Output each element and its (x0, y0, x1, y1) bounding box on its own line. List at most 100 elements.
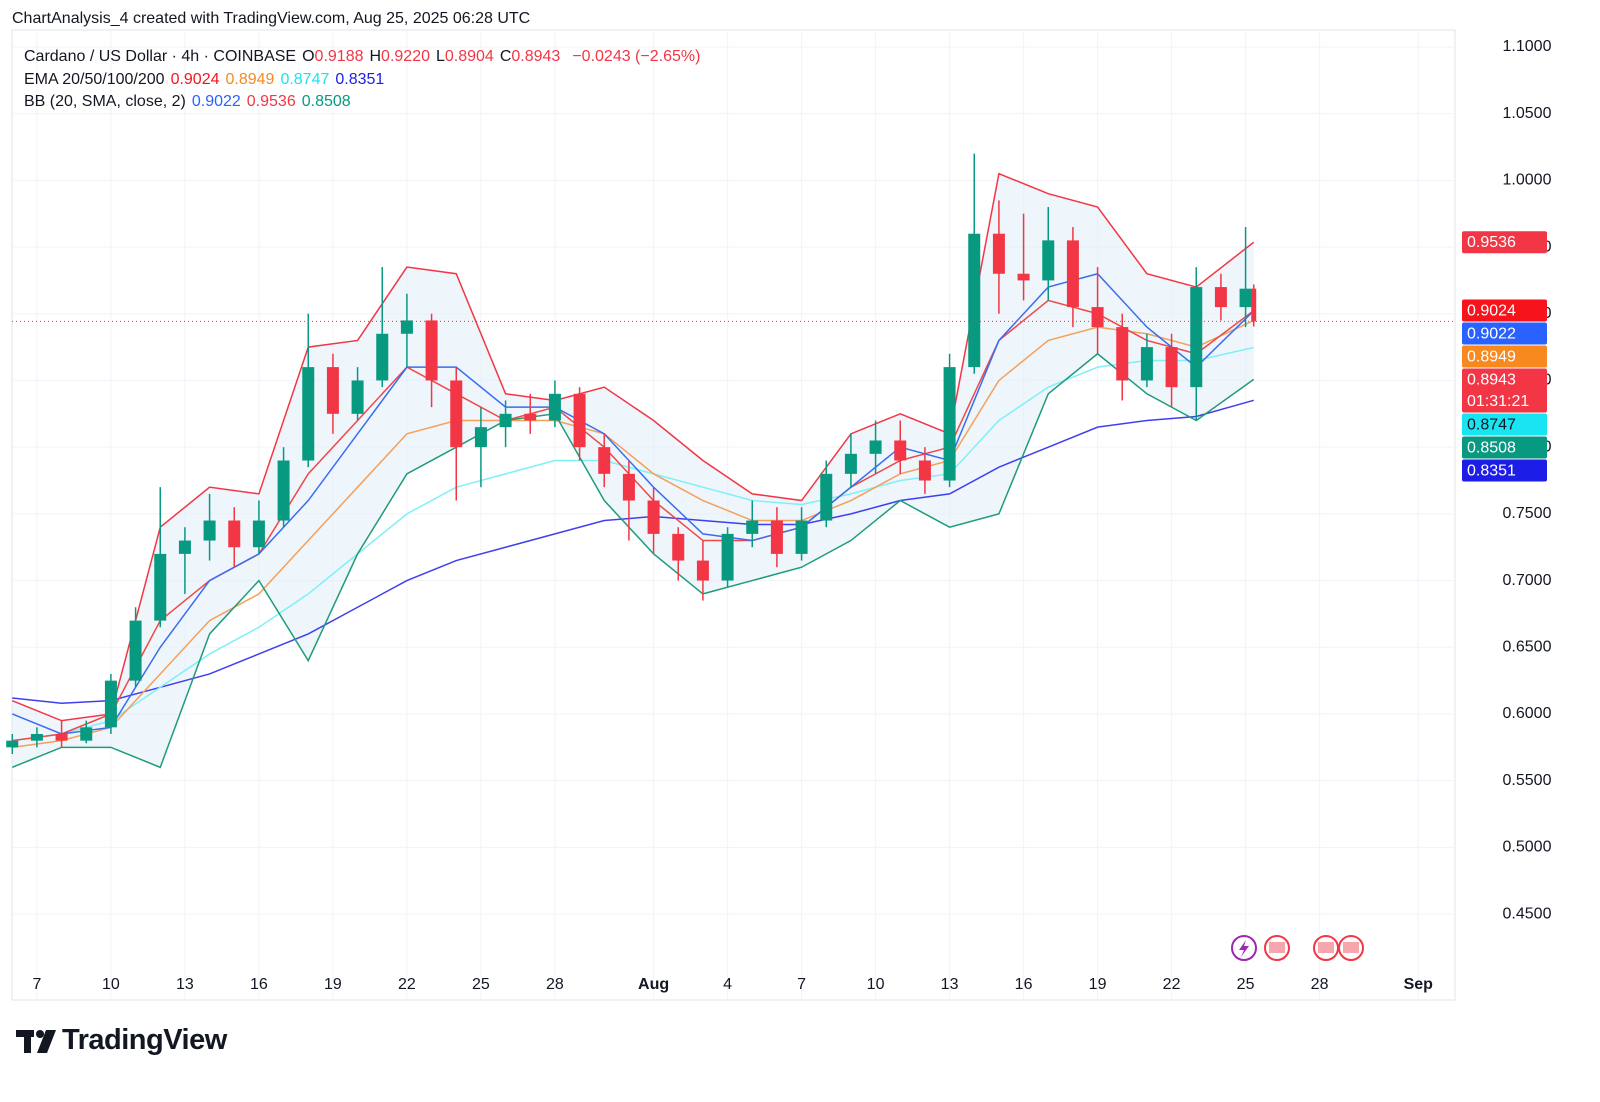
event-flag (1269, 942, 1285, 953)
x-tick-label: Aug (638, 976, 669, 993)
ema-value: 0.8351 (335, 70, 385, 88)
x-tick-label: 19 (1089, 976, 1107, 993)
bb-value: 0.9536 (246, 93, 296, 110)
candle-body (918, 460, 931, 481)
candle-body (795, 520, 808, 554)
x-tick-label: 10 (102, 976, 120, 993)
ohlc-value: 0.8904 (444, 48, 494, 65)
logo-mark (16, 1030, 56, 1053)
x-tick-label: 28 (1311, 976, 1329, 993)
y-tick-label: 1.0000 (1503, 172, 1552, 189)
x-tick-label: 25 (472, 976, 490, 993)
x-tick-label: 25 (1237, 976, 1255, 993)
candle-body (647, 500, 660, 534)
ohlc-key: C (499, 48, 512, 65)
x-tick-label: 10 (867, 976, 885, 993)
indicator-line (11, 172, 1255, 722)
ohlc-key: O (302, 48, 315, 65)
candle-body (376, 333, 389, 381)
candle-body (203, 520, 216, 541)
ema-value: 0.9024 (170, 70, 220, 88)
price-tag (1462, 231, 1547, 254)
x-tick-label: 16 (1015, 976, 1033, 993)
price-tag (1462, 459, 1547, 482)
change: −0.0243 (−2.65%) (572, 48, 701, 65)
candle-body (548, 393, 561, 421)
price-tag-label: 0.9536 (1467, 234, 1516, 251)
y-tick-label: 0.5500 (1503, 772, 1552, 789)
candle-body (622, 473, 635, 501)
bb-band (12, 173, 1254, 768)
price-tag (1462, 345, 1547, 368)
ohlc-value: 0.8943 (511, 48, 561, 65)
candle-body (1017, 273, 1030, 281)
bb-value: 0.8508 (301, 93, 351, 110)
candle-body (573, 393, 586, 448)
x-tick-label: 19 (324, 976, 342, 993)
candle-body (178, 540, 191, 554)
candle-body (1042, 240, 1055, 281)
ohlc-key: L (435, 48, 445, 65)
candle-body (1116, 327, 1129, 381)
candle-body (400, 320, 413, 334)
candle-body (1066, 240, 1079, 308)
y-tick-label: 1.0500 (1503, 105, 1552, 122)
logo-part (36, 1030, 44, 1038)
x-tick-label: 22 (398, 976, 416, 993)
watermark: TradingView (62, 1024, 227, 1056)
x-tick-label: 4 (723, 976, 732, 993)
candle-body (770, 520, 783, 554)
candle-body (844, 453, 857, 474)
ema-value: 0.8747 (280, 70, 330, 88)
candle-body (326, 367, 339, 414)
price-tag (1462, 299, 1547, 322)
legend-row: EMA 20/50/100/200 0.9024 0.8949 0.8747 0.835… (24, 69, 706, 92)
candle-body (154, 553, 167, 621)
legend-row: Cardano / US Dollar · 4h · COINBASE O0.91… (24, 46, 706, 69)
candle-body (1214, 287, 1227, 308)
ohlc: O0.9188 H0.9220 L0.8904 C0.8943 (302, 48, 566, 65)
candle-body (228, 520, 241, 548)
price-tag-label: 0.9022 (1467, 325, 1516, 342)
price-tag-label: 0.8747 (1467, 416, 1516, 433)
candles (6, 153, 1257, 754)
ema-value: 0.8949 (225, 70, 275, 88)
candle-body (450, 380, 463, 448)
candle-body (351, 380, 364, 414)
candle-body (746, 520, 759, 534)
price-tag (1462, 436, 1547, 459)
y-tick-label: 0.5000 (1503, 839, 1552, 856)
legend-row: BB (20, SMA, close, 2) 0.9022 0.9536 0.8508 (24, 91, 706, 114)
x-tick-label: 22 (1163, 976, 1181, 993)
price-tag-label: 0.8943 (1467, 371, 1516, 388)
candle-body (1140, 347, 1153, 381)
x-tick-label: 28 (546, 976, 564, 993)
candle-body (1190, 287, 1203, 388)
y-tick-label: 0.7000 (1503, 572, 1552, 589)
candle-body (277, 460, 290, 521)
ema-label: EMA 20/50/100/200 (24, 70, 165, 88)
candle-body (1251, 288, 1257, 322)
ohlc-value: 0.9188 (314, 48, 364, 65)
candle-body (721, 533, 734, 581)
logo-part (24, 1030, 31, 1053)
candle-body (425, 320, 438, 381)
candle-body (992, 233, 1005, 274)
candle-body (672, 533, 685, 561)
bb-label: BB (20, SMA, close, 2) (24, 93, 186, 110)
candle-body (6, 740, 19, 748)
price-tag-label: 0.8351 (1467, 462, 1516, 479)
price-tag-label: 0.9024 (1467, 302, 1516, 319)
price-tag (1462, 368, 1547, 413)
x-tick-label: 13 (176, 976, 194, 993)
countdown: 01:31:21 (1467, 393, 1529, 410)
legend: Cardano / US Dollar · 4h · COINBASE O0.91… (24, 46, 706, 114)
price-tag-label: 0.8508 (1467, 439, 1516, 456)
candle-body (820, 473, 833, 521)
candle-body (252, 520, 265, 548)
y-tick-label: 1.1000 (1503, 38, 1552, 55)
candle-body (30, 733, 43, 741)
event-flag (1343, 942, 1359, 953)
indicator-line (12, 319, 1255, 749)
